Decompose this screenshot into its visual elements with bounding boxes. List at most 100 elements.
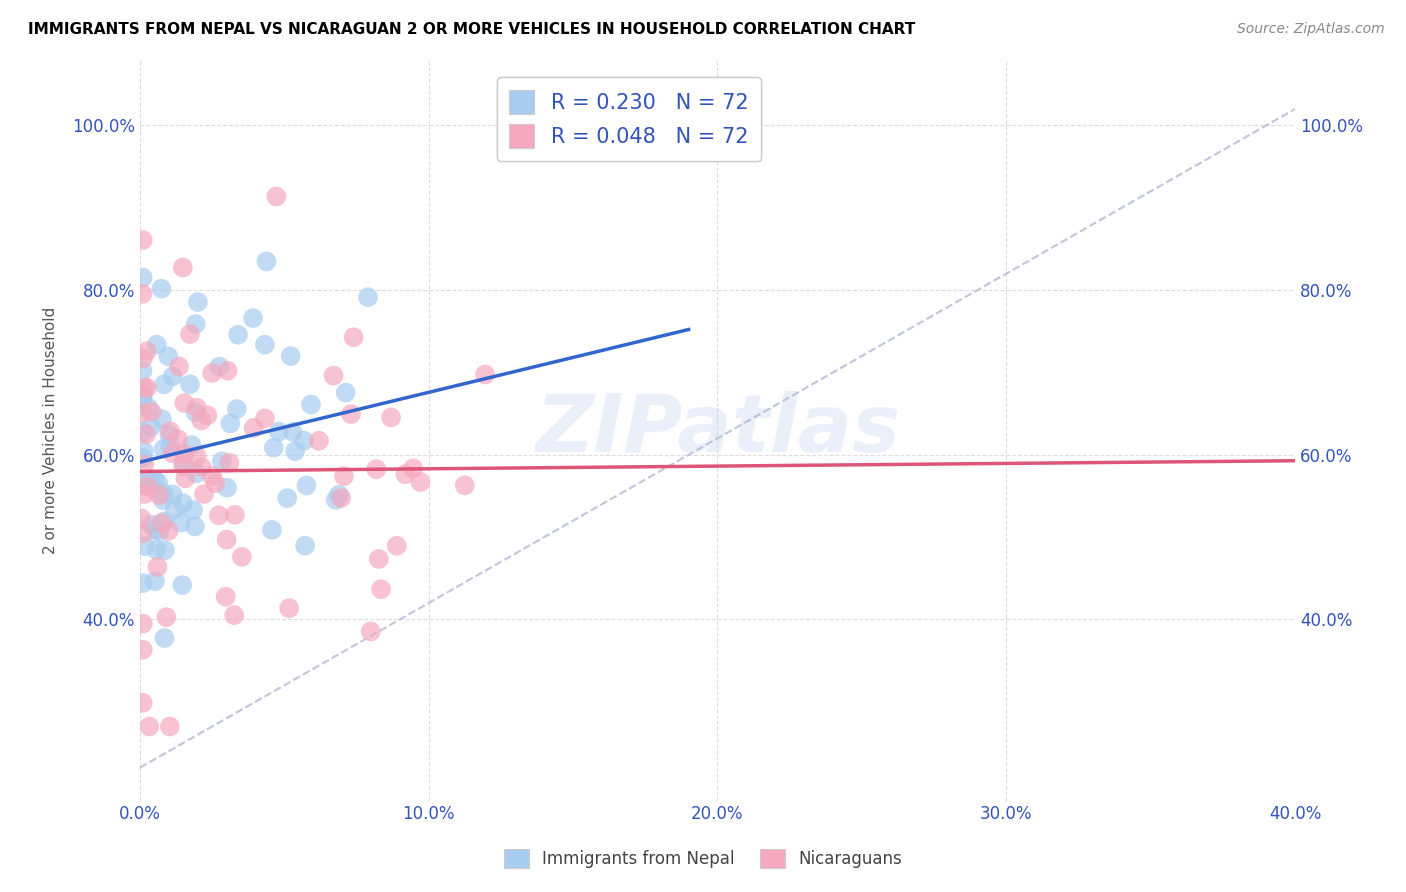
Point: [367, 552, 389, 566]
Point: [181, 503, 204, 517]
Legend: Immigrants from Nepal, Nicaraguans: Immigrants from Nepal, Nicaraguans: [498, 842, 908, 875]
Point: [136, 479, 159, 493]
Point: [328, 488, 350, 502]
Point: [132, 233, 155, 247]
Point: [260, 523, 283, 537]
Point: [132, 388, 155, 402]
Point: [224, 608, 246, 623]
Point: [292, 434, 315, 448]
Point: [184, 519, 207, 533]
Point: [266, 189, 288, 203]
Point: [138, 401, 160, 415]
Point: [167, 432, 190, 446]
Point: [186, 401, 208, 415]
Point: [132, 351, 155, 366]
Point: [224, 508, 246, 522]
Point: [135, 344, 157, 359]
Point: [157, 524, 180, 538]
Point: [132, 406, 155, 420]
Point: [218, 456, 240, 470]
Point: [179, 327, 201, 342]
Point: [281, 425, 304, 439]
Point: [211, 454, 233, 468]
Point: [132, 642, 155, 657]
Point: [148, 488, 170, 502]
Point: [150, 412, 173, 426]
Point: [360, 624, 382, 639]
Point: [184, 405, 207, 419]
Point: [284, 444, 307, 458]
Point: [394, 467, 416, 482]
Point: [208, 508, 231, 523]
Point: [385, 539, 408, 553]
Point: [162, 446, 184, 460]
Point: [132, 616, 155, 631]
Point: [134, 381, 156, 395]
Point: [366, 462, 388, 476]
Point: [172, 578, 194, 592]
Point: [357, 290, 380, 304]
Point: [131, 286, 153, 301]
Point: [174, 471, 197, 485]
Point: [276, 491, 298, 506]
Point: [197, 409, 219, 423]
Point: [172, 260, 194, 275]
Point: [159, 439, 181, 453]
Point: [150, 516, 173, 530]
Point: [204, 476, 226, 491]
Point: [143, 574, 166, 589]
Point: [159, 719, 181, 733]
Point: [343, 330, 366, 344]
Point: [163, 502, 186, 516]
Point: [214, 590, 236, 604]
Point: [242, 311, 264, 326]
Point: [172, 456, 194, 470]
Point: [215, 481, 238, 495]
Point: [370, 582, 392, 597]
Point: [263, 441, 285, 455]
Point: [454, 478, 477, 492]
Point: [145, 523, 167, 537]
Point: [132, 576, 155, 591]
Point: [132, 444, 155, 458]
Point: [131, 364, 153, 378]
Point: [162, 487, 184, 501]
Point: [325, 492, 347, 507]
Point: [380, 410, 402, 425]
Point: [253, 411, 276, 425]
Point: [333, 469, 356, 483]
Point: [186, 467, 208, 481]
Point: [132, 696, 155, 710]
Point: [322, 368, 344, 383]
Point: [146, 560, 169, 574]
Text: ZIPatlas: ZIPatlas: [534, 391, 900, 469]
Point: [139, 517, 162, 532]
Point: [186, 450, 208, 464]
Text: IMMIGRANTS FROM NEPAL VS NICARAGUAN 2 OR MORE VEHICLES IN HOUSEHOLD CORRELATION : IMMIGRANTS FROM NEPAL VS NICARAGUAN 2 OR…: [28, 22, 915, 37]
Point: [254, 254, 277, 268]
Point: [139, 419, 162, 434]
Point: [153, 486, 176, 500]
Point: [135, 427, 157, 442]
Point: [330, 491, 353, 505]
Point: [173, 447, 195, 461]
Point: [153, 515, 176, 529]
Point: [278, 601, 301, 615]
Point: [152, 442, 174, 456]
Point: [134, 539, 156, 553]
Point: [180, 438, 202, 452]
Point: [267, 425, 290, 439]
Point: [173, 396, 195, 410]
Point: [145, 542, 167, 557]
Point: [172, 496, 194, 510]
Point: [231, 549, 253, 564]
Point: [132, 392, 155, 406]
Point: [145, 337, 167, 351]
Point: [225, 402, 247, 417]
Point: [157, 428, 180, 442]
Point: [134, 487, 156, 501]
Point: [132, 450, 155, 465]
Point: [190, 413, 212, 427]
Point: [402, 461, 425, 475]
Y-axis label: 2 or more Vehicles in Household: 2 or more Vehicles in Household: [44, 307, 58, 554]
